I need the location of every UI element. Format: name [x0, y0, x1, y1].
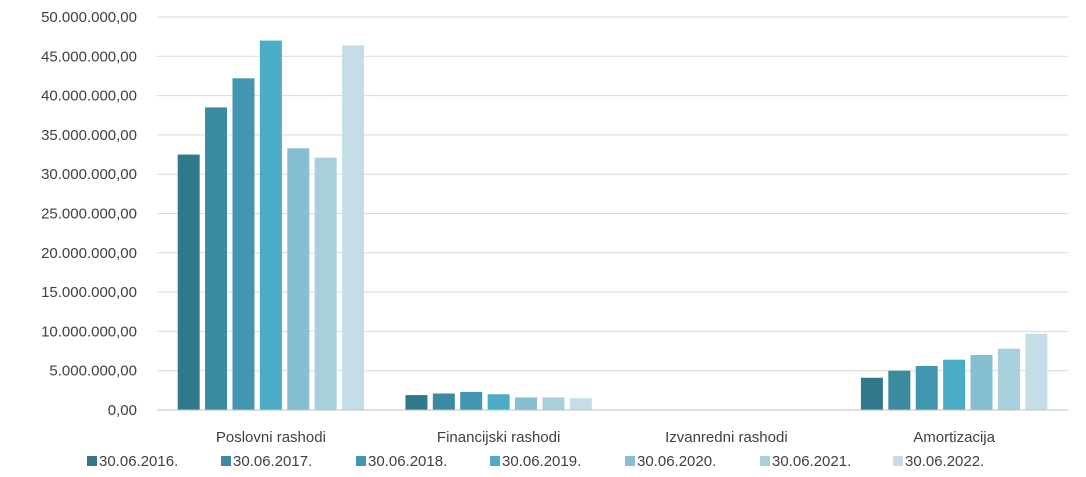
legend-label: 30.06.2019. [502, 453, 581, 470]
x-axis: Poslovni rashodi Financijski rashodi Izvan… [157, 409, 1068, 446]
x-tick-label: Amortizacija [913, 429, 995, 446]
legend-label: 30.06.2016. [99, 453, 178, 470]
bar [205, 107, 228, 410]
bar [915, 365, 938, 410]
bar [1025, 333, 1048, 410]
bars [177, 40, 1048, 411]
legend-label: 30.06.2018. [368, 453, 447, 470]
bar [860, 377, 883, 410]
bar [460, 391, 483, 410]
bar [569, 398, 592, 410]
legend-label: 30.06.2020. [637, 453, 716, 470]
bar [314, 157, 337, 410]
x-tick-label: Financijski rashodi [437, 429, 560, 446]
bar [515, 397, 538, 410]
legend-label: 30.06.2022. [905, 453, 984, 470]
legend-swatch [87, 456, 97, 466]
x-tick-label: Poslovni rashodi [216, 429, 326, 446]
y-tick-label: 50.000.000,00 [41, 9, 137, 26]
y-axis: 0,00 5.000.000,00 10.000.000,00 15.000.000,… [41, 9, 137, 419]
bar [487, 394, 510, 410]
y-tick-label: 40.000.000,00 [41, 88, 137, 105]
legend-swatch [760, 456, 770, 466]
legend-swatch [625, 456, 635, 466]
y-tick-label: 15.000.000,00 [41, 284, 137, 301]
bar [888, 370, 911, 410]
legend-label: 30.06.2021. [772, 453, 851, 470]
x-tick-label: Izvanredni rashodi [665, 429, 788, 446]
bar [542, 397, 565, 410]
y-tick-label: 35.000.000,00 [41, 127, 137, 144]
bar [970, 354, 993, 410]
y-tick-label: 20.000.000,00 [41, 245, 137, 262]
bar [405, 395, 428, 410]
bar [232, 78, 255, 411]
y-tick-label: 30.000.000,00 [41, 166, 137, 183]
y-tick-label: 0,00 [108, 402, 137, 419]
legend-label: 30.06.2017. [233, 453, 312, 470]
bar [287, 148, 310, 410]
legend-swatch [221, 456, 231, 466]
y-tick-label: 5.000.000,00 [49, 363, 137, 380]
bar [342, 45, 365, 411]
y-tick-label: 45.000.000,00 [41, 48, 137, 65]
bar [432, 393, 455, 410]
legend-swatch [490, 456, 500, 466]
legend: 30.06.2016. 30.06.2017. 30.06.2018. 30.06.2… [87, 453, 984, 470]
y-tick-label: 10.000.000,00 [41, 323, 137, 340]
bar [177, 154, 200, 410]
bar [943, 359, 966, 410]
bar [997, 348, 1020, 410]
bar [259, 40, 282, 410]
y-tick-label: 25.000.000,00 [41, 206, 137, 223]
legend-swatch [356, 456, 366, 466]
legend-swatch [893, 456, 903, 466]
